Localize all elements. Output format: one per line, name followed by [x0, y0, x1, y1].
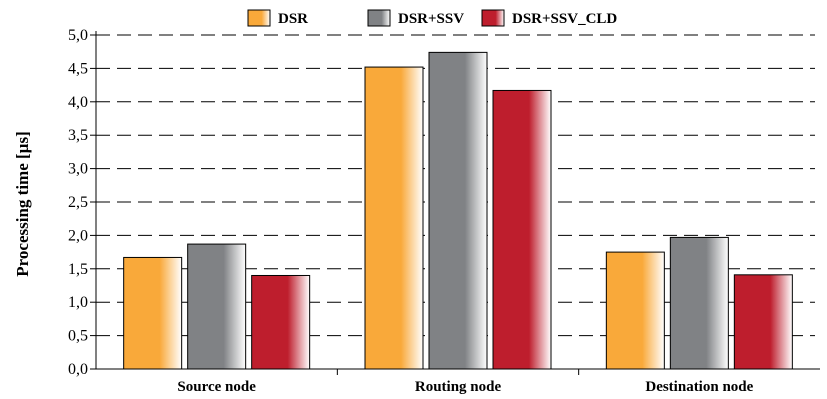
y-tick-label: 1,0	[68, 294, 88, 311]
legend-swatch	[367, 9, 391, 27]
category-labels: Source node Routing node Destination node	[177, 379, 753, 395]
bar-dsr-source-node	[123, 256, 183, 370]
y-tick-label: 3,0	[68, 161, 88, 178]
legend-label: DSR+SSV	[398, 11, 464, 27]
category-label: Routing node	[415, 379, 502, 394]
legend-swatch	[481, 9, 505, 27]
tick-labels: 0,0 0,5 1,0 1,5 2,0 2,5 3,0 3,5 4,0 4,5 5,0	[68, 27, 88, 378]
y-tick-label: 0,0	[68, 361, 88, 378]
y-tick-label: 5,0	[68, 27, 88, 44]
y-tick-label: 2,0	[68, 227, 88, 244]
y-tick-label: 3,5	[68, 127, 88, 144]
y-tick-label: 4,5	[68, 60, 88, 77]
category-label: Source node	[177, 379, 256, 394]
y-axis-title: Processing time [µs]	[13, 131, 32, 276]
legend-swatch	[247, 9, 271, 27]
bars	[123, 51, 793, 370]
legend: DSR DSR+SSV DSR+SSV_CLD	[247, 9, 617, 27]
bar-dsr-destination-node	[605, 251, 665, 370]
y-tick-label: 2,5	[68, 194, 88, 211]
category-label: Destination node	[645, 379, 753, 394]
bar-dsr-ssv-cld-source-node	[251, 274, 311, 370]
bar-dsr-ssv-destination-node	[669, 236, 729, 370]
bar-dsr-ssv-cld-routing-node	[492, 89, 552, 370]
bar-dsr-ssv-cld-destination-node	[733, 274, 793, 370]
y-tick-label: 4,0	[68, 94, 88, 111]
bar-dsr-routing-node	[364, 66, 424, 370]
bar-dsr-ssv-source-node	[187, 243, 247, 370]
legend-label: DSR	[278, 11, 308, 27]
y-tick-label: 0,5	[68, 328, 88, 345]
bar-dsr-ssv-routing-node	[428, 51, 488, 370]
y-tick-label: 1,5	[68, 261, 88, 278]
legend-label: DSR+SSV_CLD	[512, 11, 617, 27]
